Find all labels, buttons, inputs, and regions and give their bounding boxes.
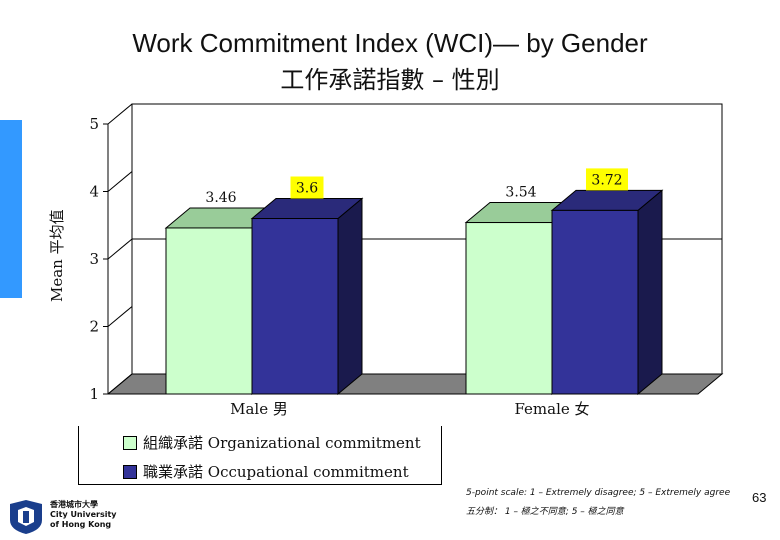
cityu-logo-icon <box>10 500 42 534</box>
bar-female-organizational-front <box>465 222 553 395</box>
data-label-female-organizational: 3.54 <box>505 185 536 201</box>
y-tick-label-5: 5 <box>89 115 99 133</box>
y-tick-label-3: 3 <box>89 250 99 268</box>
bar-female-occupational-front <box>551 209 639 395</box>
bar-male-occupational <box>250 197 364 396</box>
chart-title-chinese: 工作承諾指數 – 性別 <box>280 66 500 94</box>
bar-male-organizational-front <box>165 227 253 395</box>
chart-legend: 組織承諾 Organizational commitment 職業承諾 Occu… <box>78 426 442 485</box>
bar-female-occupational <box>550 189 664 396</box>
legend-swatch-organizational <box>123 435 137 450</box>
bar-male-occupational-side <box>337 197 363 396</box>
legend-label-occupational: 職業承諾 Occupational commitment <box>143 463 409 481</box>
legend-entry-organizational: 組織承諾 Organizational commitment <box>123 432 421 453</box>
y-tick-label-2: 2 <box>89 318 99 336</box>
legend-swatch-occupational <box>123 464 137 479</box>
data-label-male-organizational: 3.46 <box>205 190 236 206</box>
scale-note-chinese: 五分制： 1 – 極之不同意; 5 – 極之同意 <box>466 507 624 517</box>
scale-note-english: 5-point scale: 1 – Extremely disagree; 5… <box>466 488 731 498</box>
data-label-male-occupational-highlight <box>290 176 324 199</box>
accent-bar <box>0 120 22 298</box>
y-tick-diagonal-3 <box>107 238 133 260</box>
logo-text: 香港城市大學 City University of Hong Kong <box>50 500 117 529</box>
legend-entry-occupational: 職業承諾 Occupational commitment <box>123 461 409 482</box>
chart-data-labels: 3.46 3.6 3.54 3.72 <box>205 168 628 206</box>
y-tick-label-1: 1 <box>89 385 99 403</box>
x-tick-label-female: Female 女 <box>514 400 590 418</box>
y-tick-diagonal-4 <box>107 171 133 192</box>
y-tick-label-4: 4 <box>89 183 99 201</box>
university-logo: 香港城市大學 City University of Hong Kong <box>6 498 156 538</box>
y-tick-diagonal-1 <box>107 373 133 395</box>
data-label-female-occupational: 3.72 <box>591 172 622 188</box>
chart-title: Work Commitment Index (WCI)— by Gender <box>132 28 648 58</box>
bar-female-occupational-side <box>637 189 663 396</box>
x-tick-label-male: Male 男 <box>230 400 288 418</box>
legend-label-organizational: 組織承諾 Organizational commitment <box>143 434 421 452</box>
y-axis-label: Mean 平均值 <box>48 209 66 302</box>
page-number: 63 <box>752 490 767 505</box>
bar-male-occupational-front <box>251 218 339 395</box>
y-tick-diagonal-5 <box>107 103 133 125</box>
data-label-male-occupational: 3.6 <box>296 181 318 197</box>
chart-bars <box>164 189 664 396</box>
y-tick-diagonal-2 <box>107 306 133 327</box>
data-label-female-occupational-highlight <box>586 168 628 191</box>
